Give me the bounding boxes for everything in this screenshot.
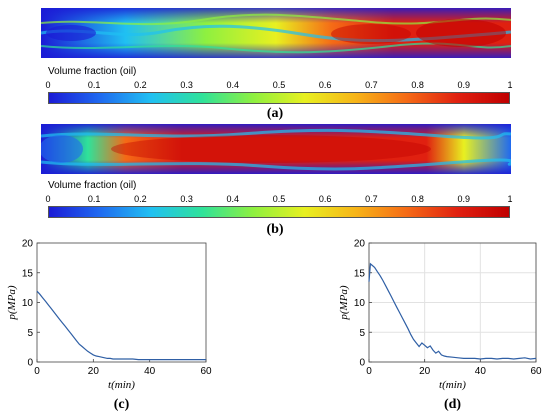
line-chart-c: 0 20 40 60 0 5 10 15 20 t(min) p(MPa) (c) (0, 238, 270, 420)
x-axis-label: t(min) (108, 379, 135, 391)
colorbar-tick-label: 0.6 (318, 194, 332, 204)
x-tick-label: 20 (88, 366, 100, 377)
plot-frame (36, 242, 207, 363)
colorbar-tick-label: 0.5 (272, 80, 286, 90)
y-axis-label: p(MPa) (6, 285, 18, 321)
colorbar-tick-label: 0.2 (134, 80, 147, 90)
line-chart-d: 0 20 40 60 0 5 10 15 20 t(min) p(MPa) (d) (300, 238, 550, 420)
y-tick-label: 5 (27, 328, 33, 339)
y-tick-label: 5 (359, 328, 365, 339)
panel-label-b: (b) (266, 222, 284, 237)
x-tick-label: 20 (419, 366, 431, 377)
colorbar-tick-label: 0.2 (134, 194, 147, 204)
series-line (368, 262, 537, 360)
y-tick-label: 10 (22, 298, 34, 309)
x-tick-label: 40 (475, 366, 487, 377)
y-tick-label: 20 (354, 239, 366, 250)
colorbar-tick-label: 0.4 (226, 80, 240, 90)
x-tick-label: 40 (144, 366, 156, 377)
colorbar-gradient-b (48, 206, 510, 218)
y-tick-label: 15 (354, 268, 366, 279)
line-chart-c-svg: 0 20 40 60 0 5 10 15 20 t(min) p(MPa) (c) (6, 239, 212, 413)
contour-field-a (41, 8, 511, 58)
colorbar-tick-label: 0.5 (272, 194, 286, 204)
colorbar-tick-label: 0.4 (226, 194, 240, 204)
y-tick-label: 0 (359, 358, 365, 369)
colorbar-tick-label: 1 (507, 80, 513, 90)
colorbar-title-a: Volume fraction (oil) (48, 66, 137, 77)
line-chart-d-svg: 0 20 40 60 0 5 10 15 20 t(min) p(MPa) (d) (338, 239, 542, 413)
y-axis-label: p(MPa) (338, 285, 350, 321)
colorbar-tick-label: 0.7 (365, 80, 378, 90)
colorbar-tick-label: 0.8 (411, 80, 424, 90)
colorbar-tick-label: 0.3 (180, 194, 193, 204)
colorbar-title-b: Volume fraction (oil) (48, 180, 137, 191)
panel-label-a: (a) (266, 106, 284, 121)
colorbar-tick-label: 1 (507, 194, 513, 204)
series-line (36, 290, 206, 361)
colorbar-tick-label: 0 (45, 194, 51, 204)
x-tick-label: 0 (34, 366, 40, 377)
colorbar-ticks-a: 0 0.1 0.2 0.3 0.4 0.5 0.6 0.7 0.8 0.9 1 (45, 80, 513, 92)
x-axis-label: t(min) (439, 379, 466, 391)
colorbar-tick-label: 0.9 (457, 80, 471, 90)
contour-field-b (41, 124, 511, 174)
x-tick-label: 0 (366, 366, 372, 377)
colorbar-tick-label: 0.8 (411, 194, 424, 204)
colorbar-tick-label: 0.9 (457, 194, 471, 204)
panel-label: (c) (114, 397, 130, 412)
colorbar-tick-label: 0.7 (365, 194, 378, 204)
colorbar-tick-label: 0.1 (87, 194, 101, 204)
colorbar-gradient-a (48, 92, 510, 104)
y-tick-label: 0 (27, 358, 33, 369)
colorbar-ticks-b: 0 0.1 0.2 0.3 0.4 0.5 0.6 0.7 0.8 0.9 1 (45, 194, 513, 206)
x-tick-label: 60 (200, 366, 212, 377)
contour-image-a (41, 8, 511, 58)
y-tick-label: 20 (22, 239, 34, 250)
colorbar-tick-label: 0.3 (180, 80, 193, 90)
y-tick-label: 15 (22, 268, 34, 279)
colorbar-tick-label: 0.6 (318, 80, 332, 90)
colorbar-b: Volume fraction (oil) 0 0.1 0.2 0.3 0.4 0.5 0.… (45, 180, 513, 230)
colorbar-tick-label: 0.1 (87, 80, 101, 90)
x-tick-label: 60 (530, 366, 542, 377)
y-tick-label: 10 (354, 298, 366, 309)
colorbar-tick-label: 0 (45, 80, 51, 90)
contour-image-b (41, 124, 511, 174)
colorbar-a: Volume fraction (oil) 0 0.1 0.2 0.3 0.4 0.5 0.… (45, 66, 513, 116)
panel-label: (d) (444, 397, 461, 412)
